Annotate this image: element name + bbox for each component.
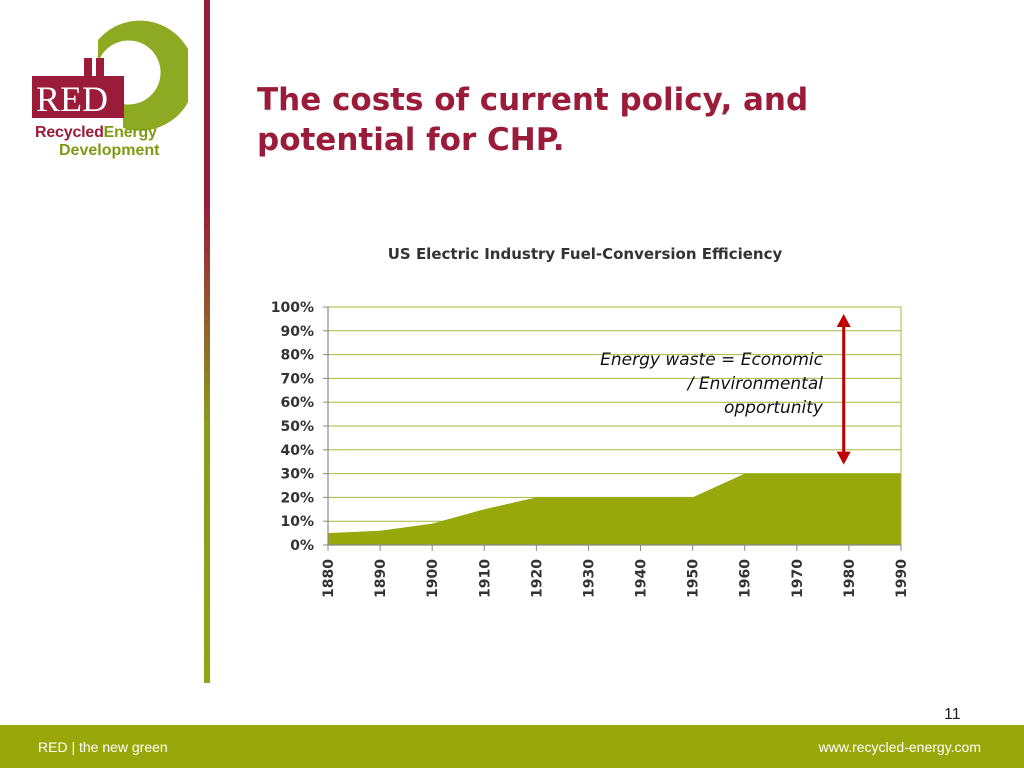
x-tick-label: 1960 (738, 559, 754, 598)
logo-abbr: RED (36, 79, 108, 119)
logo-name-part1: Recycled (35, 124, 104, 141)
y-tick-label: 0% (290, 538, 314, 554)
x-tick-label: 1920 (529, 559, 545, 598)
x-tick-label: 1880 (321, 559, 337, 598)
annotation-text-line: Energy waste = Economic (600, 350, 824, 370)
logo-arc (98, 20, 188, 131)
x-tick-label: 1910 (477, 559, 493, 598)
x-tick-label: 1950 (686, 559, 702, 598)
logo-name-part2: Energy (103, 124, 157, 141)
chart-title: US Electric Industry Fuel-Conversion Eff… (388, 245, 783, 263)
waste-arrow-head-up (836, 314, 851, 327)
annotation-text-line: opportunity (724, 398, 824, 418)
x-tick-label: 1890 (373, 559, 389, 598)
y-tick-label: 20% (280, 490, 314, 506)
annotation-text-line: / Environmental (686, 374, 823, 394)
y-tick-label: 40% (280, 443, 314, 459)
x-tick-label: 1930 (581, 559, 597, 598)
area-series (328, 473, 901, 545)
x-tick-label: 1970 (790, 559, 806, 598)
y-tick-label: 80% (280, 348, 314, 364)
logo-wordmark: RecycledEnergy Development (35, 124, 159, 160)
y-tick-label: 70% (280, 371, 314, 387)
logo-chimney-right (96, 58, 104, 80)
page-number: 11 (944, 706, 961, 723)
x-tick-label: 1940 (634, 559, 650, 598)
x-tick-label: 1990 (894, 559, 910, 598)
y-tick-label: 50% (280, 419, 314, 435)
y-tick-label: 100% (271, 300, 314, 316)
y-tick-label: 30% (280, 467, 314, 483)
waste-arrow-head-down (836, 451, 851, 465)
logo-block (32, 76, 124, 118)
logo-chimney-left (84, 58, 92, 80)
footer-tagline: RED | the new green (38, 739, 168, 755)
x-tick-label: 1900 (425, 559, 441, 598)
efficiency-area-chart: US Electric Industry Fuel-Conversion Eff… (271, 245, 910, 598)
x-tick-label: 1980 (842, 559, 858, 598)
slide-title: The costs of current policy, and potenti… (257, 82, 809, 158)
vertical-divider (204, 0, 210, 683)
logo-name-line2: Development (59, 142, 160, 159)
footer-website: www.recycled-energy.com (818, 739, 981, 755)
footer-bar: RED | the new green www.recycled-energy.… (0, 725, 1024, 768)
y-tick-label: 10% (280, 514, 314, 530)
y-tick-label: 90% (280, 324, 314, 340)
red-logo: RED (32, 20, 188, 131)
y-tick-label: 60% (280, 395, 314, 411)
